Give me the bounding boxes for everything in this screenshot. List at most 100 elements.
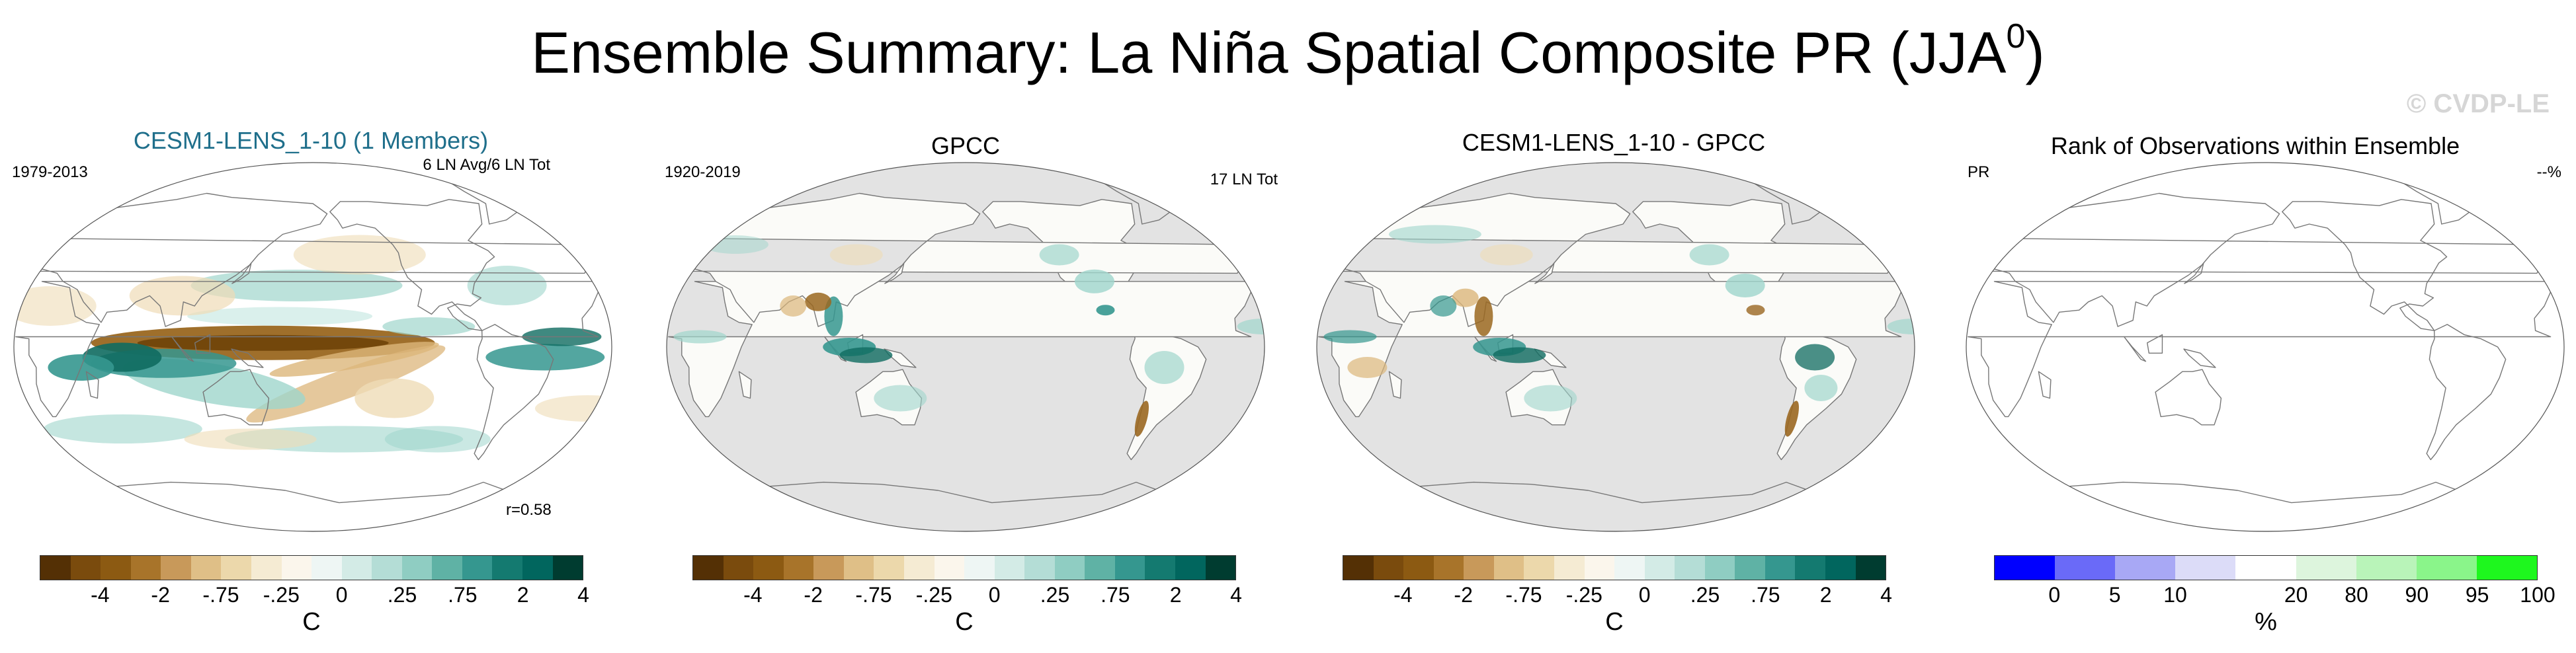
colorbar-swatch [1024,556,1055,580]
colorbar-swatch [2175,556,2236,580]
colorbar-swatch [1704,556,1735,580]
colorbar-swatch [1675,556,1705,580]
colorbar-swatch [1175,556,1206,580]
coastline-southAmerica [2426,324,2507,461]
colorbar-swatch [522,556,553,580]
colorbar-swatch [2115,556,2176,580]
colorbar-swatch [40,556,71,580]
colorbar-swatch [101,556,131,580]
colorbar-tick-label: .25 [1040,583,1070,607]
colorbar-swatch [1373,556,1404,580]
colorbar-swatch [1584,556,1615,580]
colorbar-swatch [903,556,935,580]
colorbar-tick-label: 80 [2345,583,2368,607]
colorbar-swatch [190,556,222,580]
colorbar-swatch [1524,556,1554,580]
colorbar-swatch [1403,556,1434,580]
colorbar-tick-label: .75 [448,583,478,607]
colorbar-swatch [783,556,814,580]
panel-4-colorbar [1994,555,2538,580]
panel-2-period-label: 1920-2019 [665,163,741,181]
colorbar-swatch [2235,556,2296,580]
colorbar-tick-label: -4 [743,583,763,607]
panel-2-title: GPCC [931,132,1000,159]
colorbar-swatch [432,556,462,580]
coastline-newGuinea [2183,348,2216,368]
coastline-indonesia1 [2124,336,2147,362]
colorbar-swatch [1644,556,1675,580]
colorbar-swatch [281,556,312,580]
colorbar-swatch [1795,556,1825,580]
colorbar-tick-label: 100 [2520,583,2555,607]
colorbar-swatch [753,556,784,580]
colorbar-tick-label: -.75 [855,583,892,607]
panel-1-period-label: 1979-2013 [12,163,88,181]
colorbar-swatch [2356,556,2417,580]
coastline-madagascar [738,371,752,399]
colorbar-swatch [1054,556,1085,580]
colorbar-swatch [2476,556,2537,580]
panel-2-map [666,162,1265,532]
colorbar-swatch [1554,556,1585,580]
colorbar-tick-label: 0 [335,583,348,607]
panel-1-colorbar [40,555,583,580]
colorbar-tick-label: -.25 [915,583,952,607]
colorbar-tick-label: 0 [988,583,1001,607]
colorbar-swatch [70,556,101,580]
colorbar-swatch [2416,556,2477,580]
colorbar-swatch [813,556,844,580]
coastline-indonesia2 [194,334,211,354]
coastline-uk [2524,227,2538,245]
colorbar-swatch [1765,556,1796,580]
colorbar-tick-label: -2 [1454,583,1473,607]
colorbar-unit-label: % [2255,608,2277,636]
colorbar-tick-label: .25 [387,583,417,607]
panel-3-colorbar [1343,555,1886,580]
colorbar-tick-label: 4 [1230,583,1242,607]
coastline-australia [2155,369,2222,426]
coastline-indonesia2 [2147,334,2163,354]
coastline-uk [572,227,586,245]
panel-3-map [1316,162,1915,532]
colorbar-unit-label: C [302,608,321,636]
colorbar-tick-label: -2 [804,583,823,607]
colorbar-swatch [964,556,995,580]
colorbar-swatch [2055,556,2116,580]
colorbar-tick-label: 5 [2108,583,2121,607]
coastline-africa [1968,281,2556,418]
coastline-australia [202,369,270,426]
colorbar-swatch [934,556,965,580]
coastline-uk [1875,227,1889,245]
main-title: Ensemble Summary: La Niña Spatial Compos… [531,17,2045,85]
colorbar-tick-label: .75 [1751,583,1780,607]
colorbar-tick-label: -.75 [202,583,239,607]
colorbar-tick-label: -2 [151,583,170,607]
colorbar-swatch [1735,556,1765,580]
colorbar-swatch [401,556,433,580]
colorbar-swatch [161,556,191,580]
colorbar-tick-label: -4 [1393,583,1413,607]
colorbar-swatch [1614,556,1645,580]
colorbar-swatch [462,556,493,580]
colorbar-swatch [2296,556,2356,580]
colorbar-swatch [1493,556,1524,580]
colorbar-tick-label: 4 [577,583,589,607]
colorbar-swatch [723,556,754,580]
colorbar-swatch [130,556,161,580]
panel-4-title: Rank of Observations within Ensemble [2050,132,2460,159]
coastline-madagascar [2038,371,2052,399]
panel-4-variable-label: PR [1968,163,1990,181]
colorbar-tick-label: -.25 [263,583,300,607]
colorbar-swatch [492,556,522,580]
colorbar-swatch [1464,556,1494,580]
coastline-southAmerica [1126,324,1207,461]
colorbar-swatch [1995,556,2056,580]
panel-1-map [13,162,612,532]
colorbar-swatch [552,556,583,580]
colorbar-unit-label: C [955,608,974,636]
coastline-japan [231,262,252,284]
colorbar-tick-label: 2 [1169,583,1182,607]
colorbar-swatch [312,556,342,580]
colorbar-unit-label: C [1605,608,1624,636]
panel-1-title: CESM1-LENS_1-10 (1 Members) [133,127,489,154]
